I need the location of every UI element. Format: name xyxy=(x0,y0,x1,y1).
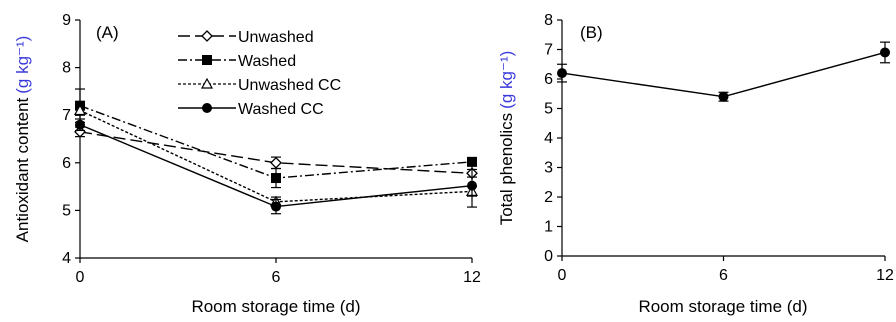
panel-a-y-tick-label: 6 xyxy=(62,155,71,172)
panel-b-y-tick-label: 3 xyxy=(544,160,553,177)
panel-b-y-axis-title: Total phenolics (g kg⁻¹) xyxy=(497,51,516,226)
legend-washed-cc-label: Washed CC xyxy=(238,101,324,118)
panel-a-y-tick-label: 5 xyxy=(62,202,71,219)
panel-b-series-0-point xyxy=(880,47,890,58)
panel-b-y-tick-label: 0 xyxy=(544,248,553,265)
panel-a-series-washed-point xyxy=(271,173,281,184)
panel-b-y-tick-label: 6 xyxy=(544,71,553,88)
panel-a-series-unwashed-point xyxy=(270,156,282,169)
panel-b-y-tick-label: 1 xyxy=(544,219,553,236)
legend-unwashed-label: Unwashed xyxy=(238,29,314,46)
panel-b-series-0-point xyxy=(557,68,567,79)
panel-a-y-tick-label: 9 xyxy=(62,12,71,29)
legend-unwashed-marker xyxy=(201,30,213,42)
panel-a-x-tick-label: 6 xyxy=(272,269,281,286)
panel-b-y-tick-label: 5 xyxy=(544,101,553,118)
panel-b-series-0-point xyxy=(718,91,729,102)
panel-a-y-tick-label: 7 xyxy=(62,107,71,124)
panel-a-y-tick-label: 4 xyxy=(62,250,71,267)
panel-b-y-tick-label: 8 xyxy=(544,12,553,29)
panel-b-y-unit: (g kg⁻¹) xyxy=(497,51,516,109)
panel-b-x-axis-title: Room storage time (d) xyxy=(638,297,807,316)
panel-a-y-unit: (g kg⁻¹) xyxy=(13,36,32,94)
legend-unwashed-cc-label: Unwashed CC xyxy=(238,77,341,94)
panel-a-series-washed-cc-point xyxy=(75,119,85,130)
panel-b-series-0-line xyxy=(561,51,886,98)
panel-b-y-tick-label: 7 xyxy=(544,42,553,59)
panel-a-y-title-text: Antioxidant content xyxy=(13,97,32,242)
panel-b-x-tick-label: 0 xyxy=(558,267,567,284)
legend-washed-label: Washed xyxy=(238,53,296,70)
panel-a-label: (A) xyxy=(96,23,119,42)
panel-b-y-title-text: Total phenolics xyxy=(497,113,516,225)
panel-a-y-tick-label: 8 xyxy=(62,60,71,77)
panel-b-y-tick-label: 2 xyxy=(544,189,553,206)
panel-a-y-axis-title: Antioxidant content (g kg⁻¹) xyxy=(13,36,32,243)
panel-a-series-washed-cc-point xyxy=(467,180,477,191)
legend-washed-marker xyxy=(202,55,212,65)
panel-b-y-tick-label: 4 xyxy=(544,130,553,147)
panel-b-x-tick-label: 12 xyxy=(876,267,894,284)
panel-b-x-tick-label: 6 xyxy=(719,267,728,284)
panel-a-legend: Unwashed Washed Unwashed CC Washed CC xyxy=(178,29,341,118)
panel-a-x-tick-label: 12 xyxy=(463,269,481,286)
panel-a-series-washed-cc-point xyxy=(271,201,281,212)
panel-a-x-tick-label: 0 xyxy=(76,269,85,286)
panel-b-label: (B) xyxy=(580,23,603,42)
panel-a-x-axis-title: Room storage time (d) xyxy=(191,297,360,316)
legend-unwashed-cc-marker xyxy=(200,77,214,89)
panel-a-chart: 4 5 6 7 8 9 0 6 12 (A) Unwashed Washed Unwashed … xyxy=(13,12,481,316)
panel-a-series-washed-point xyxy=(467,156,477,167)
panel-a-series-unwashed-cc-point xyxy=(73,104,87,116)
legend-washed-cc-marker xyxy=(202,103,212,113)
